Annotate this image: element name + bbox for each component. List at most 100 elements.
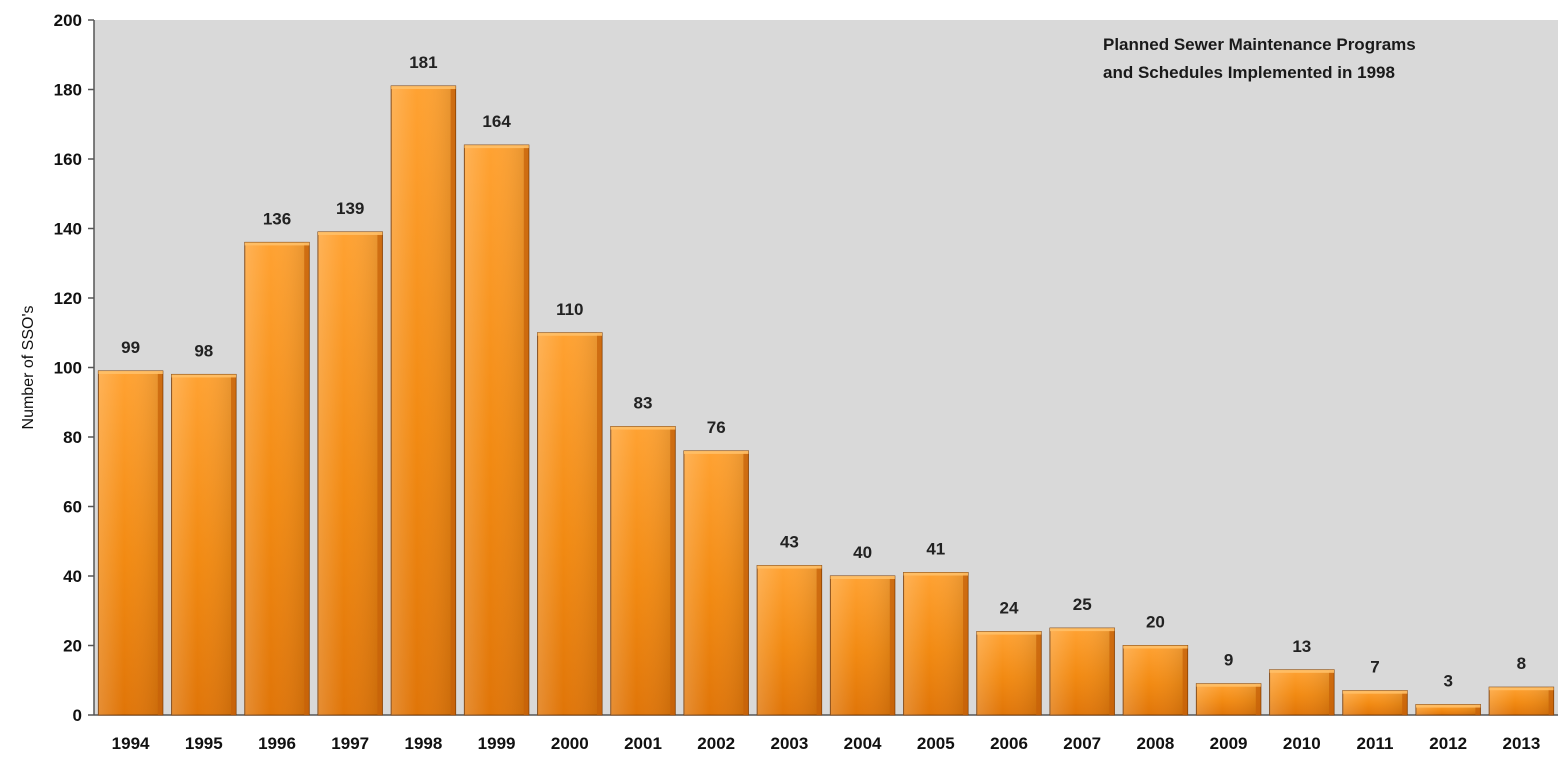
bar-top [317,231,383,235]
x-tick-label: 2007 [1063,734,1101,753]
bar-shade [537,332,603,715]
y-tick-label: 140 [54,220,82,239]
data-label: 24 [1000,599,1019,618]
bar-2006 [976,631,1042,716]
bar-top [1196,683,1261,687]
bar-top [976,631,1042,635]
bar-1995 [171,373,237,716]
data-label: 136 [263,209,291,228]
bar-2008 [1122,645,1189,716]
data-label: 43 [780,533,799,552]
y-tick-label: 120 [54,289,82,308]
data-label: 8 [1517,654,1526,673]
bar-shade [171,374,237,715]
x-tick-label: 2011 [1357,734,1394,753]
x-tick-label: 2003 [770,734,808,753]
data-label: 98 [194,341,213,360]
x-tick-label: 2006 [990,734,1028,753]
bar-shade [1196,683,1261,715]
bar-2013 [1488,686,1555,716]
bar-edge [963,572,969,715]
bar-edge [889,576,895,715]
bar-top [1489,687,1554,691]
bar-shade [830,576,895,715]
plot-area [94,20,1558,715]
bar-top [757,565,822,569]
x-tick-label: 2012 [1429,734,1467,753]
bar-edge [450,86,456,715]
bar-shade [1269,669,1335,715]
x-tick-label: 2013 [1502,734,1540,753]
data-label: 9 [1224,651,1233,670]
bar-top [683,450,749,454]
bar-shade [903,572,969,715]
bar-top [464,145,529,149]
y-axis: 0 20 40 60 80 100 120 140 160 180 200 [54,11,95,725]
bar-2000 [537,332,603,716]
bar-edge [743,450,749,715]
data-label: 181 [409,53,437,72]
bar-top [830,576,895,579]
data-label: 99 [121,338,140,357]
bar-1997 [317,231,383,716]
bar-edge [1255,683,1261,715]
bar-edge [597,332,603,715]
x-tick-label: 2002 [697,734,735,753]
x-axis: 1994 1995 1996 1997 1998 1999 2000 2001 2002 2003… [94,714,1558,753]
x-tick-label: 1995 [185,734,223,753]
data-label: 7 [1370,658,1379,677]
bar-shade [757,565,822,715]
x-tick-label: 1998 [404,734,442,753]
bar-2002 [683,450,749,716]
bar-top [171,374,237,378]
bar-2011 [1342,690,1408,716]
bar-edge [523,145,529,716]
bar-top [903,572,969,576]
x-tick-label: 2000 [551,734,589,753]
bar-2001 [610,426,676,716]
bar-edge [1402,690,1408,715]
bar-shade [976,631,1042,715]
bar-top [1049,628,1115,632]
bar-2003 [756,565,823,716]
bar-edge [1182,645,1188,715]
bar-top [244,242,310,246]
y-tick-label: 160 [54,150,82,169]
bar-shade [1415,704,1481,715]
bar-1996 [244,241,310,716]
bar-shade [1489,687,1554,715]
bar-shade [98,370,163,715]
y-tick-label: 0 [73,706,82,725]
bar-shade [1123,645,1188,715]
x-tick-label: 1996 [258,734,296,753]
data-label: 41 [926,540,945,559]
bar-2009 [1195,683,1262,716]
data-label: 139 [336,199,364,218]
bar-edge [377,231,383,715]
bar-shade [683,450,749,715]
bar-1998 [390,85,457,716]
data-label: 40 [853,543,872,562]
x-tick-label: 2005 [917,734,955,753]
y-tick-label: 20 [63,637,82,656]
bar-top [537,332,603,336]
bar-shade [610,426,676,715]
bar-1999 [463,144,530,716]
annotation: Planned Sewer Maintenance Programs and S… [1103,35,1416,82]
bar-edge [304,242,310,715]
bar-2012 [1415,704,1481,716]
bar-shade [1342,690,1408,715]
annotation-line-2: and Schedules Implemented in 1998 [1103,63,1395,82]
bar-edge [1036,631,1042,715]
bar-edge [1109,628,1115,715]
y-tick-label: 200 [54,11,82,30]
bar-2005 [903,572,969,716]
y-tick-label: 100 [54,359,82,378]
data-labels: 99 98 136 139 181 164 110 83 76 43 40 41 24 25 20 9 13 7 3… [121,53,1526,691]
bar-top [391,86,456,90]
bar-top [1123,645,1188,649]
x-tick-label: 2009 [1210,734,1248,753]
bar-top [1415,704,1481,708]
y-tick-label: 80 [63,428,82,447]
x-tick-label: 1997 [331,734,369,753]
